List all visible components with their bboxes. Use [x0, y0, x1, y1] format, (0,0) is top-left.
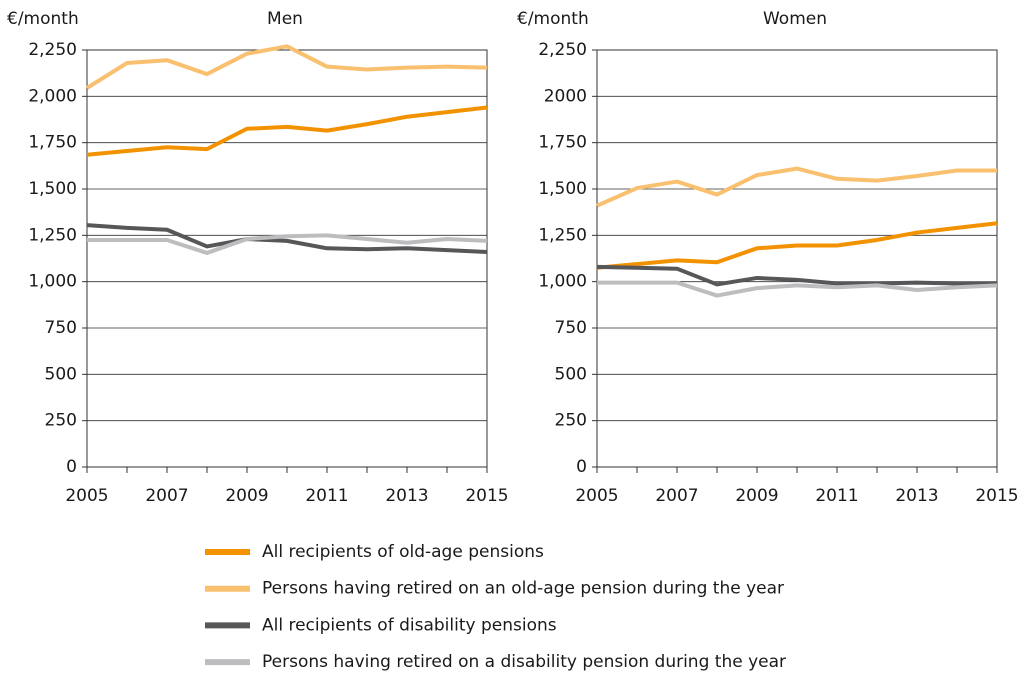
- y-tick-label: 1,000: [538, 272, 587, 292]
- x-tick-label: 2011: [305, 486, 348, 506]
- y-tick-label: 1,500: [538, 179, 587, 199]
- plot-frame: [86, 49, 488, 468]
- y-tick-label: 0: [66, 457, 77, 477]
- series-line: [596, 264, 997, 287]
- unit-label: €/month: [517, 9, 589, 29]
- x-tick-label: 2005: [65, 486, 108, 506]
- y-tick-label: 1,250: [538, 225, 587, 245]
- series-line: [596, 166, 997, 208]
- x-tick-label: 2011: [815, 486, 858, 506]
- chart-title: Men: [267, 9, 303, 29]
- legend-label: Persons having retired on an old-age pen…: [262, 579, 784, 599]
- y-tick-label: 2,250: [28, 40, 77, 60]
- series-line: [596, 221, 998, 270]
- x-tick-label: 2007: [655, 486, 698, 506]
- series-line: [86, 223, 488, 255]
- x-tick-label: 2015: [465, 486, 508, 506]
- y-tick-label: 1,750: [538, 133, 587, 153]
- y-tick-label: 750: [45, 318, 77, 338]
- plot-frame: [596, 49, 998, 468]
- y-tick-label: 250: [555, 411, 587, 431]
- x-tick-label: 2013: [895, 486, 938, 506]
- y-tick-label: 250: [45, 411, 77, 431]
- y-tick-label: 1,500: [28, 179, 77, 199]
- x-tick-label: 2007: [145, 486, 188, 506]
- legend-label: All recipients of disability pensions: [262, 615, 557, 635]
- series-line: [87, 233, 488, 255]
- x-tick-label: 2013: [385, 486, 428, 506]
- legend-label: Persons having retired on a disability p…: [262, 652, 786, 672]
- y-tick-label: 2000: [544, 86, 587, 106]
- series-line: [597, 280, 998, 298]
- y-tick-label: 500: [45, 364, 77, 384]
- y-tick-label: 1,000: [28, 272, 77, 292]
- series-line: [86, 105, 488, 157]
- x-tick-label: 2015: [975, 486, 1018, 506]
- y-tick-label: 2,250: [538, 40, 587, 60]
- x-tick-label: 2005: [575, 486, 618, 506]
- y-tick-label: 2,000: [28, 86, 77, 106]
- unit-label: €/month: [7, 9, 79, 29]
- x-tick-label: 2009: [225, 486, 268, 506]
- y-tick-label: 750: [555, 318, 587, 338]
- y-tick-label: 1,250: [28, 225, 77, 245]
- series-line: [85, 44, 488, 90]
- y-tick-label: 500: [555, 364, 587, 384]
- legend-label: All recipients of old-age pensions: [262, 542, 544, 562]
- y-tick-label: 0: [576, 457, 587, 477]
- chart-title: Women: [763, 9, 827, 29]
- y-tick-label: 1,750: [28, 133, 77, 153]
- x-tick-label: 2009: [735, 486, 778, 506]
